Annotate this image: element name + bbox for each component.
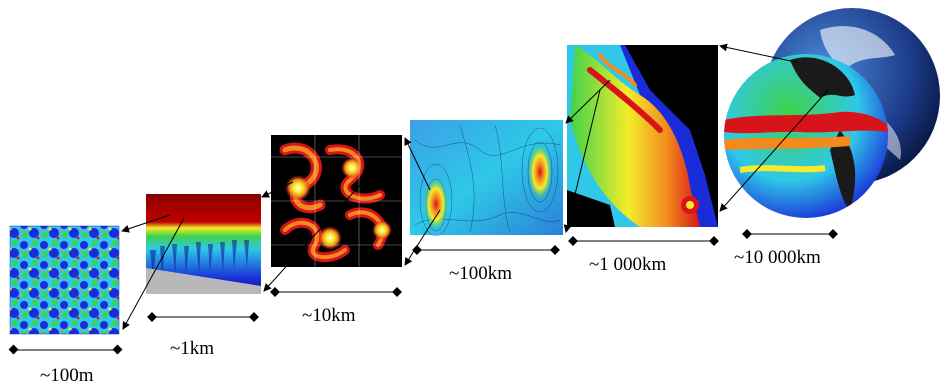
connector-10km-to-1km-top	[261, 181, 294, 198]
connector-10km-to-1km-bottom	[263, 184, 361, 292]
scale-bar-1000km	[568, 236, 719, 246]
zoom-connectors	[121, 43, 829, 330]
scale-label-1000km: ~1 000km	[589, 254, 667, 275]
connector-globe-to-1000km-bottom	[719, 89, 829, 212]
profile-1km-image	[146, 194, 261, 294]
scale-bar-10km	[270, 287, 402, 297]
scale-bar-1km	[147, 312, 259, 322]
scale-label-1km: ~1km	[170, 338, 214, 359]
globe-10000km-image	[724, 8, 940, 218]
scale-label-100m: ~100m	[40, 365, 94, 386]
scale-bar-100m	[8, 344, 123, 355]
connector-1km-to-100m-top	[121, 214, 171, 233]
connector-1000km-to-100km-top	[565, 79, 611, 124]
connector-1000km-to-100km-bottom	[563, 89, 601, 233]
connector-100km-to-10km-top	[404, 137, 431, 191]
scale-bars	[8, 229, 838, 355]
scale-label-10km: ~10km	[302, 305, 356, 326]
scale-label-100km: ~100km	[449, 263, 512, 284]
satellite-1000km-image	[567, 45, 718, 227]
connector-1km-to-100m-bottom	[122, 217, 185, 330]
eddies-10km-image	[271, 135, 402, 267]
connector-100km-to-10km-bottom	[404, 209, 441, 266]
scale-bar-10000km	[742, 229, 838, 239]
scale-bar-100km	[412, 245, 560, 255]
turbulence-100m-image	[9, 225, 120, 335]
contour-100km-image	[410, 120, 563, 237]
connector-globe-to-1000km-top	[719, 43, 801, 64]
scale-label-10000km: ~10 000km	[734, 247, 821, 268]
